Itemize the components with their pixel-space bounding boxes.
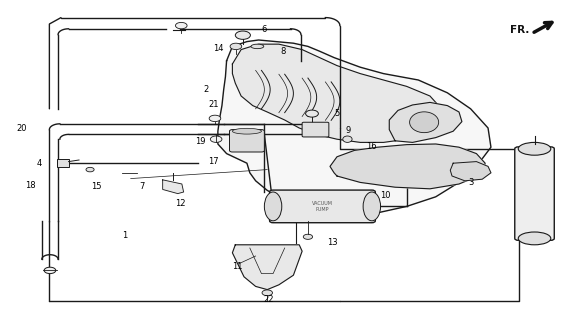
Text: 4: 4: [37, 159, 42, 168]
Text: 18: 18: [25, 181, 35, 190]
Polygon shape: [232, 44, 442, 142]
Circle shape: [235, 31, 250, 39]
FancyBboxPatch shape: [270, 190, 375, 223]
Text: 15: 15: [91, 182, 101, 191]
Circle shape: [175, 22, 187, 29]
Text: 2: 2: [203, 85, 209, 94]
Polygon shape: [450, 162, 491, 181]
Ellipse shape: [343, 136, 352, 142]
Polygon shape: [330, 144, 485, 189]
Ellipse shape: [410, 112, 439, 133]
Circle shape: [230, 43, 242, 50]
Polygon shape: [218, 40, 491, 216]
FancyBboxPatch shape: [302, 122, 329, 137]
Ellipse shape: [264, 192, 282, 221]
Text: 14: 14: [213, 44, 223, 53]
Circle shape: [44, 267, 56, 274]
Ellipse shape: [518, 142, 551, 155]
Circle shape: [209, 115, 221, 122]
Text: 5: 5: [334, 109, 340, 118]
Ellipse shape: [518, 232, 551, 245]
Text: 22: 22: [263, 295, 274, 304]
Ellipse shape: [232, 128, 261, 134]
Text: 13: 13: [327, 238, 338, 247]
Text: 3: 3: [468, 178, 474, 187]
Text: 11: 11: [232, 262, 242, 271]
Ellipse shape: [363, 192, 381, 221]
Text: 21: 21: [209, 100, 219, 109]
Text: 7: 7: [139, 182, 145, 191]
Text: 6: 6: [261, 25, 267, 34]
Text: 10: 10: [380, 191, 390, 200]
Text: FR.: FR.: [511, 25, 530, 36]
Text: 17: 17: [209, 157, 219, 166]
Circle shape: [210, 136, 222, 142]
Circle shape: [303, 234, 313, 239]
Text: 16: 16: [367, 142, 377, 151]
Text: 12: 12: [175, 199, 185, 208]
Circle shape: [86, 167, 94, 172]
Ellipse shape: [306, 110, 318, 117]
Ellipse shape: [251, 44, 264, 49]
Text: VACUUM
PUMP: VACUUM PUMP: [312, 201, 333, 212]
FancyBboxPatch shape: [57, 159, 69, 167]
FancyBboxPatch shape: [515, 147, 554, 240]
Polygon shape: [232, 245, 302, 290]
Polygon shape: [163, 180, 184, 194]
Circle shape: [262, 290, 272, 296]
Text: 19: 19: [195, 137, 206, 146]
Text: 20: 20: [17, 124, 27, 132]
Polygon shape: [389, 102, 462, 142]
Text: 9: 9: [346, 126, 352, 135]
Text: 8: 8: [281, 47, 286, 56]
FancyBboxPatch shape: [229, 130, 264, 152]
Text: 1: 1: [122, 231, 128, 240]
